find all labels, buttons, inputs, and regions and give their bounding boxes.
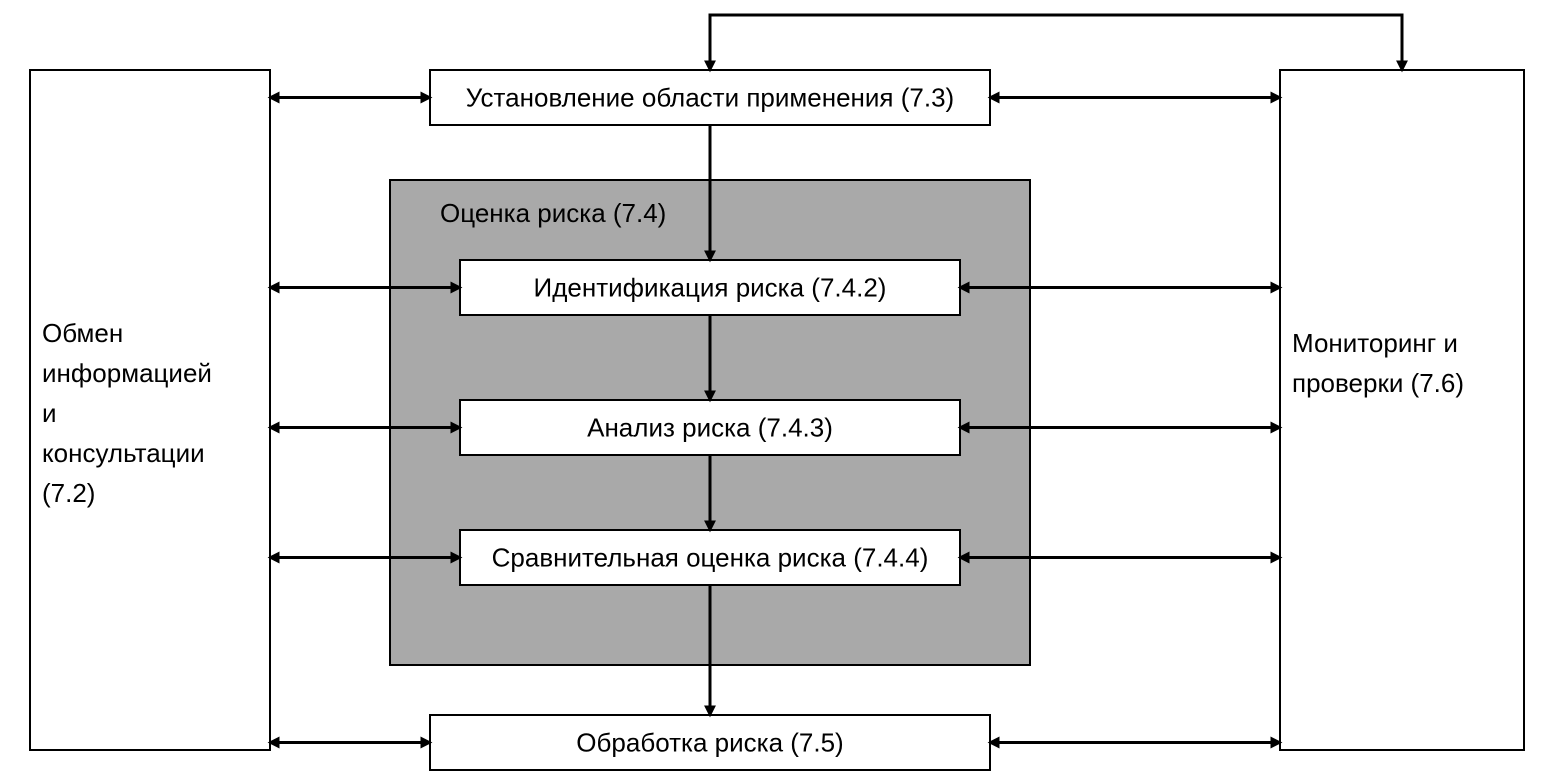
monitoring-label-1: проверки (7.6)	[1292, 368, 1464, 398]
identification-label: Идентификация риска (7.4.2)	[534, 272, 887, 302]
flowchart-diagram: Оценка риска (7.4) Обмен информацией и консу…	[0, 0, 1554, 783]
communication-label-4: (7.2)	[42, 478, 95, 508]
risk-assessment-label: Оценка риска (7.4)	[440, 198, 666, 228]
evaluation-label: Сравнительная оценка риска (7.4.4)	[492, 542, 929, 572]
arrow-feedback-top	[710, 15, 1402, 70]
analysis-label: Анализ риска (7.4.3)	[587, 412, 833, 442]
communication-box	[30, 70, 270, 750]
communication-label-0: Обмен	[42, 318, 123, 348]
communication-label-1: информацией	[42, 358, 212, 388]
communication-label-2: и	[42, 398, 57, 428]
treatment-label: Обработка риска (7.5)	[576, 727, 843, 757]
communication-label-3: консультации	[42, 438, 205, 468]
context-label: Установление области применения (7.3)	[466, 82, 954, 112]
monitoring-label-0: Мониторинг и	[1292, 328, 1458, 358]
monitoring-box	[1280, 70, 1524, 750]
